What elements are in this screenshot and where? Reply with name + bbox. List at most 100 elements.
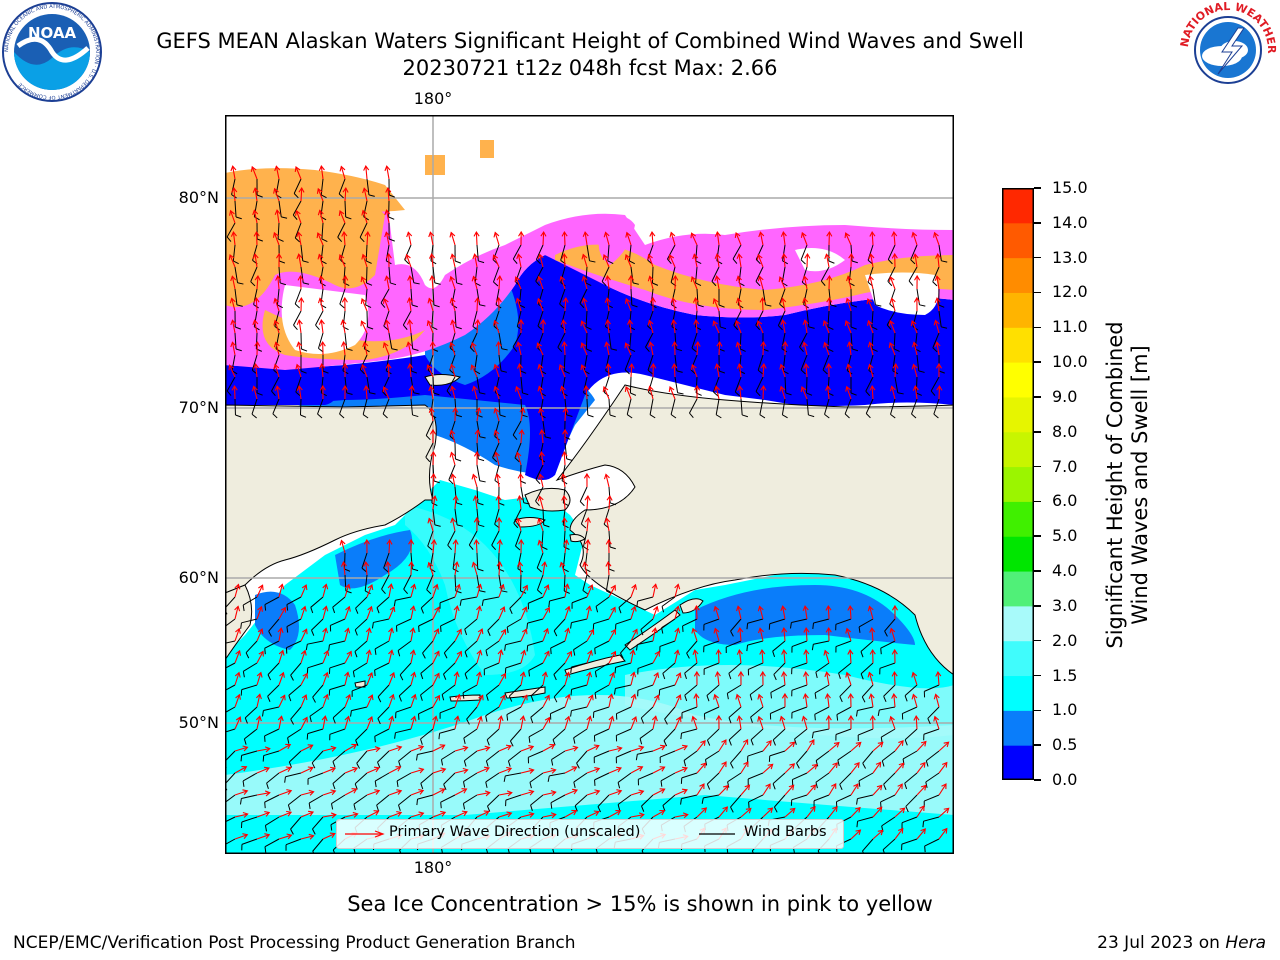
wind-barb xyxy=(938,310,948,329)
wave-direction-arrow xyxy=(624,254,632,268)
wind-barb xyxy=(811,640,830,651)
wind-barb xyxy=(234,288,243,307)
wave-direction-arrow xyxy=(845,363,852,378)
wave-direction-arrow xyxy=(891,604,899,620)
wind-barb xyxy=(443,772,456,790)
wave-direction-arrow xyxy=(674,583,681,598)
colorbar-tick-mark xyxy=(1034,465,1041,468)
wind-barb xyxy=(476,420,486,439)
wave-direction-arrow xyxy=(872,829,884,840)
wave-direction-arrow xyxy=(872,741,884,752)
wind-barb xyxy=(592,706,610,718)
wave-direction-arrow xyxy=(914,274,921,290)
wind-barb xyxy=(508,684,522,702)
wind-barb xyxy=(354,640,368,658)
wind-barb xyxy=(459,596,478,606)
wave-direction-arrow xyxy=(913,296,920,312)
wind-barb xyxy=(728,728,742,746)
wave-direction-arrow xyxy=(541,671,548,686)
wind-barb xyxy=(836,706,852,721)
wave-direction-arrow xyxy=(845,385,852,400)
wave-direction-arrow xyxy=(516,363,523,378)
wind-barb xyxy=(432,508,441,527)
wave-direction-arrow xyxy=(231,186,238,202)
wave-direction-arrow xyxy=(828,741,840,752)
wave-direction-arrow xyxy=(825,604,832,620)
wind-barb xyxy=(520,376,529,396)
wind-barb xyxy=(338,178,346,199)
wind-barb xyxy=(857,728,874,742)
wave-direction-arrow xyxy=(824,253,831,268)
wave-direction-arrow xyxy=(559,561,566,576)
wave-direction-arrow xyxy=(497,715,504,730)
wave-direction-arrow xyxy=(563,583,570,598)
colorbar-segment xyxy=(1002,257,1034,293)
wave-direction-arrow xyxy=(300,672,308,686)
wave-direction-arrow xyxy=(737,385,744,400)
sea-ice-orange-2 xyxy=(555,244,954,310)
wind-barb xyxy=(256,376,263,396)
wind-barb xyxy=(550,640,566,655)
wind-barb xyxy=(416,794,434,806)
wave-direction-arrow xyxy=(234,605,241,620)
colorbar-tick-label: 6.0 xyxy=(1052,491,1078,511)
beaufort-sea-deep-blue xyxy=(225,255,954,480)
wave-direction-arrow xyxy=(472,253,479,268)
wind-barb xyxy=(650,288,657,309)
wave-direction-arrow xyxy=(362,341,369,356)
wave-direction-arrow xyxy=(608,584,616,598)
colorbar-tick-mark xyxy=(1034,674,1041,677)
wind-barb xyxy=(402,310,412,330)
wave-direction-arrow xyxy=(519,715,526,730)
wave-direction-arrow xyxy=(740,784,751,796)
wind-barb xyxy=(512,420,522,440)
wave-direction-arrow xyxy=(278,671,285,686)
wave-direction-arrow xyxy=(256,650,264,664)
wind-barb xyxy=(264,838,280,853)
wind-barb xyxy=(439,706,456,719)
wave-direction-arrow xyxy=(779,715,786,730)
wave-direction-arrow xyxy=(912,253,919,268)
wave-direction-arrow xyxy=(804,252,811,268)
wind-barb xyxy=(649,398,656,419)
wave-direction-arrow xyxy=(449,275,456,290)
wind-barb xyxy=(629,332,636,353)
east-siberian-blue xyxy=(225,360,335,405)
wave-direction-arrow xyxy=(737,626,744,642)
wave-direction-arrow xyxy=(718,806,729,818)
wave-direction-arrow xyxy=(757,693,764,708)
wind-barb xyxy=(245,640,258,659)
wind-barb xyxy=(388,178,395,198)
wind-barb xyxy=(440,618,456,632)
wind-barb xyxy=(380,288,390,308)
wave-direction-arrow xyxy=(558,363,566,378)
wave-direction-arrow xyxy=(449,429,456,444)
wave-direction-arrow xyxy=(624,385,632,400)
wind-barb xyxy=(828,288,837,307)
wind-barb xyxy=(905,794,918,813)
wave-direction-arrow xyxy=(779,385,786,400)
wind-barb xyxy=(410,398,419,418)
wind-barb xyxy=(476,442,485,462)
ice-pink-north xyxy=(225,168,405,212)
wave-direction-arrow xyxy=(561,252,568,268)
wind-barb xyxy=(850,288,858,308)
wind-barb xyxy=(828,244,835,264)
wind-barb xyxy=(727,772,742,788)
wave-direction-arrow xyxy=(498,606,506,620)
wind-barb xyxy=(608,398,616,418)
wave-direction-arrow xyxy=(760,384,767,400)
wind-barb xyxy=(629,376,637,396)
wave-direction-arrow xyxy=(341,362,349,378)
colorbar-tick-label: 1.0 xyxy=(1052,700,1078,720)
wave-direction-arrow xyxy=(432,650,440,664)
wave-direction-arrow xyxy=(388,715,395,730)
wave-direction-arrow xyxy=(498,811,513,818)
colorbar-segment xyxy=(1002,536,1034,572)
wind-barb xyxy=(620,640,632,659)
wave-direction-arrow xyxy=(515,297,522,312)
wave-direction-arrow xyxy=(296,319,303,334)
wind-barb xyxy=(356,750,368,769)
colorbar-svg xyxy=(1002,188,1034,781)
chart-subtitle: 20230721 t12z 048h fcst Max: 2.66 xyxy=(402,56,778,80)
